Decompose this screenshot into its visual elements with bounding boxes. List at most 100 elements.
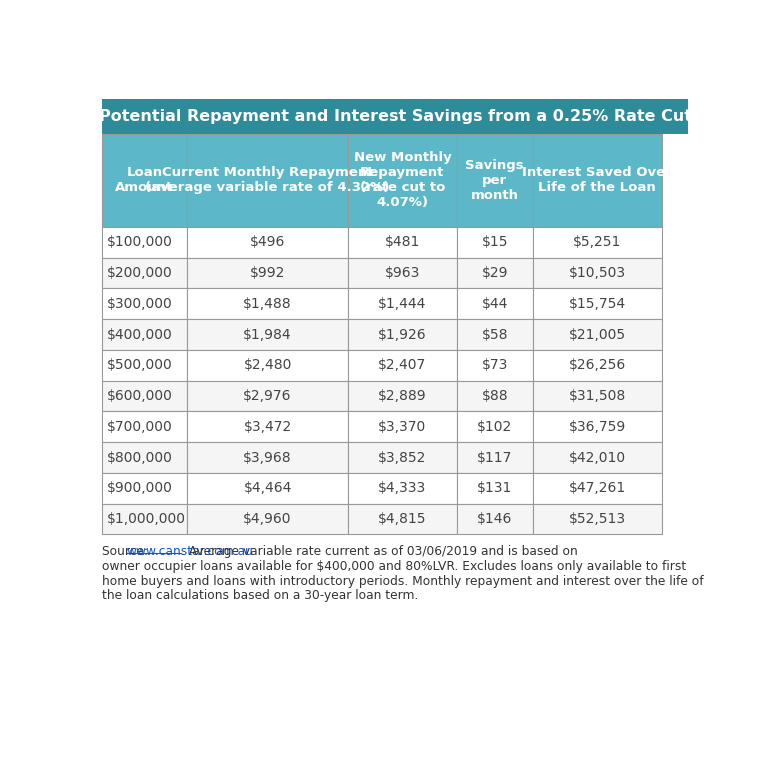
Bar [348,289,457,319]
Bar [187,289,348,319]
Bar [457,134,533,227]
Bar [102,412,187,442]
Text: Savings
per
month: Savings per month [465,159,524,202]
Bar [533,473,662,504]
Bar [533,134,662,227]
Text: owner occupier loans available for $400,000 and 80%LVR. Excludes loans only avai: owner occupier loans available for $400,… [102,560,686,573]
Text: $4,333: $4,333 [379,482,426,495]
Text: Potential Repayment and Interest Savings from a 0.25% Rate Cut: Potential Repayment and Interest Savings… [98,109,692,124]
Text: $2,480: $2,480 [243,359,292,372]
Bar [348,473,457,504]
Bar [102,319,187,350]
Text: $15: $15 [482,235,508,250]
Text: $496: $496 [250,235,285,250]
Text: home buyers and loans with introductory periods. Monthly repayment and interest : home buyers and loans with introductory … [102,574,703,588]
Text: $47,261: $47,261 [569,482,626,495]
Bar [187,473,348,504]
Text: $400,000: $400,000 [107,328,173,342]
Bar [102,504,187,535]
Text: $4,464: $4,464 [243,482,292,495]
Bar [533,412,662,442]
Text: $73: $73 [482,359,508,372]
Bar [187,504,348,535]
Bar [533,319,662,350]
Bar [457,319,533,350]
Bar [457,412,533,442]
Text: $1,000,000: $1,000,000 [107,512,186,526]
Text: $131: $131 [477,482,512,495]
Text: $21,005: $21,005 [569,328,626,342]
Text: $3,370: $3,370 [379,420,426,434]
Text: $1,984: $1,984 [243,328,292,342]
Bar [187,442,348,473]
Bar [457,258,533,289]
Text: $300,000: $300,000 [107,297,173,311]
Text: $2,889: $2,889 [378,389,427,403]
Bar [102,289,187,319]
Bar [102,473,187,504]
Bar [457,350,533,381]
Bar [457,442,533,473]
Bar [457,289,533,319]
Text: Interest Saved Over
Life of the Loan: Interest Saved Over Life of the Loan [522,167,672,194]
Bar [533,258,662,289]
Bar [187,350,348,381]
Text: $481: $481 [385,235,420,250]
Bar [348,134,457,227]
Text: $4,960: $4,960 [243,512,292,526]
Text: $15,754: $15,754 [569,297,626,311]
Bar [102,442,187,473]
Bar [348,412,457,442]
Bar [102,227,187,258]
Bar [533,227,662,258]
Text: $26,256: $26,256 [569,359,626,372]
Text: $800,000: $800,000 [107,451,173,465]
Text: $1,926: $1,926 [378,328,427,342]
Text: . Average variable rate current as of 03/06/2019 and is based on: . Average variable rate current as of 03… [181,545,578,558]
Bar [457,381,533,412]
Bar [187,319,348,350]
Bar [533,504,662,535]
Text: $36,759: $36,759 [569,420,626,434]
Text: $44: $44 [482,297,508,311]
Bar [457,504,533,535]
Bar [348,227,457,258]
Text: $963: $963 [385,266,420,280]
Bar [187,381,348,412]
Bar [187,134,348,227]
Text: $42,010: $42,010 [569,451,626,465]
Text: $146: $146 [477,512,512,526]
Bar [457,473,533,504]
Bar [102,99,688,134]
Text: $88: $88 [482,389,508,403]
Text: $10,503: $10,503 [569,266,626,280]
Text: $5,251: $5,251 [573,235,621,250]
Bar [187,227,348,258]
Text: $992: $992 [250,266,285,280]
Text: $2,976: $2,976 [243,389,292,403]
Bar [348,258,457,289]
Bar [348,442,457,473]
Text: Source:: Source: [102,545,152,558]
Text: $31,508: $31,508 [569,389,626,403]
Bar [533,381,662,412]
Text: the loan calculations based on a 30-year loan term.: the loan calculations based on a 30-year… [102,590,419,602]
Text: Loan
Amount: Loan Amount [115,167,174,194]
Text: $900,000: $900,000 [107,482,173,495]
Text: $52,513: $52,513 [569,512,626,526]
Bar [348,504,457,535]
Text: Current Monthly Repayment
(average variable rate of 4.32%): Current Monthly Repayment (average varia… [145,167,390,194]
Text: $700,000: $700,000 [107,420,173,434]
Text: New Monthly
Repayment
(rate cut to
4.07%): New Monthly Repayment (rate cut to 4.07%… [353,151,452,209]
Text: $29: $29 [482,266,508,280]
Bar [187,412,348,442]
Text: $1,444: $1,444 [378,297,426,311]
Bar [457,227,533,258]
Bar [348,319,457,350]
Bar [102,258,187,289]
Text: $500,000: $500,000 [107,359,173,372]
Text: www.canstar.com.au: www.canstar.com.au [126,545,253,558]
Bar [102,134,187,227]
Text: $100,000: $100,000 [107,235,173,250]
Text: $4,815: $4,815 [378,512,427,526]
